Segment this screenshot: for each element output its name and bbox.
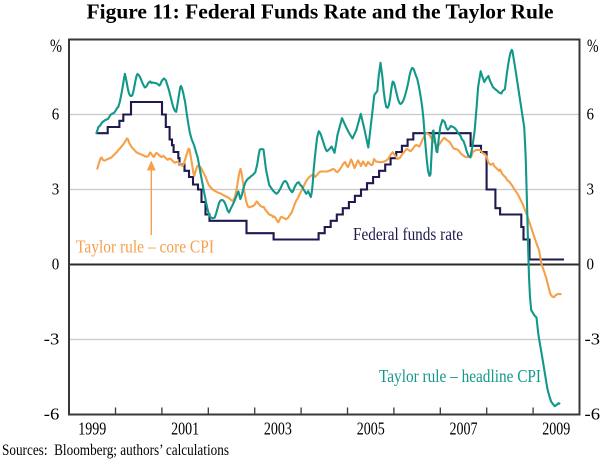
svg-text:2007: 2007 (450, 419, 478, 439)
svg-text:%: % (587, 36, 599, 57)
svg-text:Figure 11: Federal Funds Rate: Figure 11: Federal Funds Rate and the Ta… (87, 0, 554, 24)
svg-text:3: 3 (587, 180, 595, 199)
svg-text:-3: -3 (585, 330, 600, 349)
svg-text:Taylor rule – headline CPI: Taylor rule – headline CPI (379, 366, 541, 386)
svg-text:Federal funds rate: Federal funds rate (353, 224, 463, 244)
svg-text:2005: 2005 (357, 419, 385, 439)
svg-text:0: 0 (587, 255, 595, 274)
svg-text:-3: -3 (44, 330, 60, 349)
svg-text:2001: 2001 (171, 419, 199, 439)
svg-text:0: 0 (52, 255, 60, 274)
svg-text:6: 6 (52, 105, 60, 124)
svg-text:3: 3 (52, 180, 60, 199)
svg-text:Sources: Bloomberg; authors’: Sources: Bloomberg; authors’ calculation… (2, 442, 229, 459)
svg-text:6: 6 (587, 105, 595, 124)
svg-text:2009: 2009 (542, 419, 570, 439)
svg-text:2003: 2003 (264, 419, 292, 439)
svg-text:-6: -6 (44, 405, 60, 424)
svg-text:-6: -6 (585, 405, 600, 424)
svg-text:%: % (50, 36, 62, 57)
svg-text:1999: 1999 (78, 419, 106, 439)
svg-text:Taylor rule – core CPI: Taylor rule – core CPI (76, 237, 214, 257)
